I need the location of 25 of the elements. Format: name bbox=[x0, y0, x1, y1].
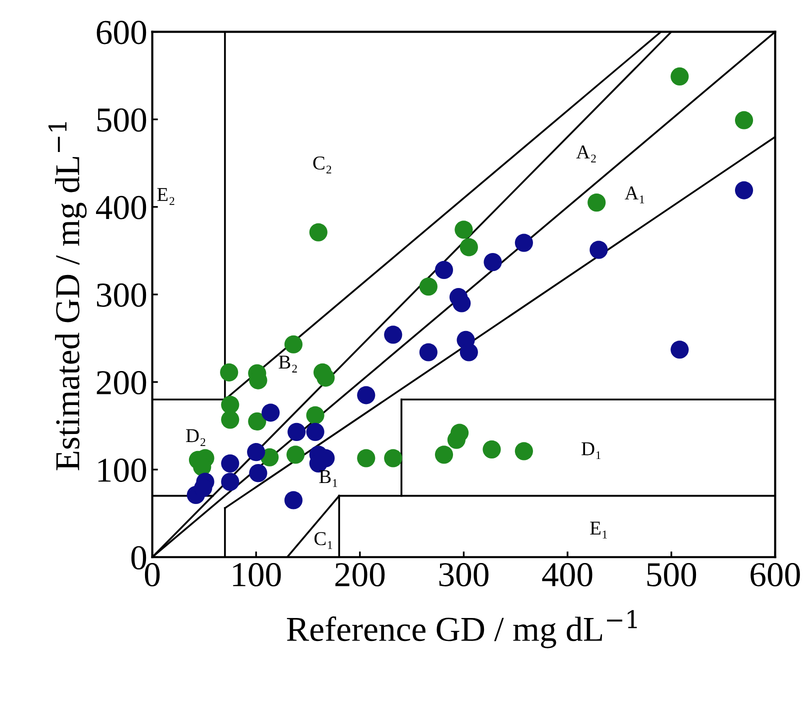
annotation: A₁ bbox=[624, 186, 644, 204]
annotation: A₂ bbox=[576, 146, 596, 162]
x-axis-title: Reference GD / mg dL$^{−1}$ bbox=[286, 610, 637, 648]
annotation: E₁ bbox=[590, 522, 607, 538]
annotation: B₁ bbox=[319, 470, 338, 487]
x-tick-label: 100 bbox=[233, 562, 281, 586]
x-tick-label: 500 bbox=[647, 562, 696, 586]
y-tick-label: 400 bbox=[96, 196, 146, 220]
x-tick-label: 600 bbox=[750, 562, 800, 586]
x-tick-label: 400 bbox=[542, 562, 592, 586]
y-tick-label: 300 bbox=[96, 283, 146, 307]
annotation: B₂ bbox=[278, 356, 297, 372]
y-tick-label: 100 bbox=[98, 458, 146, 482]
x-tick-label: 200 bbox=[335, 562, 385, 586]
annotation: C₁ bbox=[314, 532, 332, 549]
annotation: D₂ bbox=[186, 429, 206, 446]
y-axis-title: Estimated GD / mg dL$^{−1}$ bbox=[48, 122, 87, 470]
annotation: C₂ bbox=[313, 156, 332, 174]
x-tick-label: 300 bbox=[439, 562, 488, 586]
y-tick-label: 600 bbox=[96, 20, 146, 44]
y-tick-label: 500 bbox=[97, 108, 146, 132]
y-tick-label: 0 bbox=[131, 546, 146, 570]
y-tick-label: 200 bbox=[96, 370, 146, 394]
annotation: E₂ bbox=[157, 188, 174, 205]
annotation: D₁ bbox=[582, 442, 600, 460]
